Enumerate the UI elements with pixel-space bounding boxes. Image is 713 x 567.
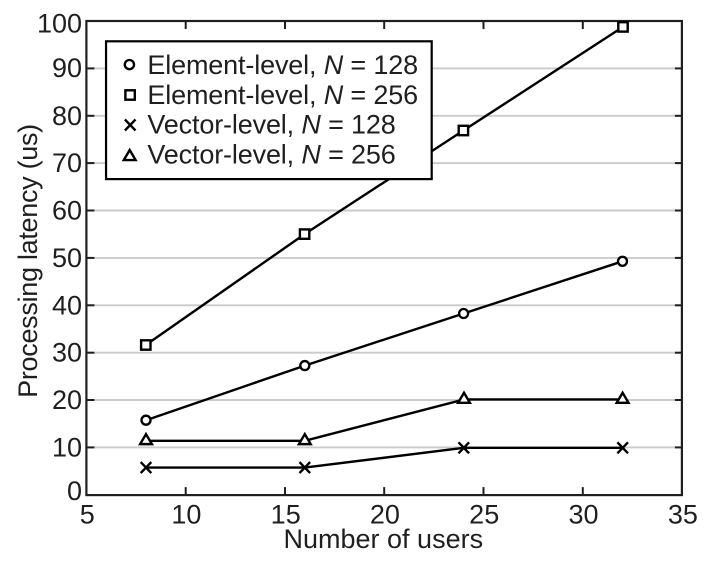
svg-text:60: 60 xyxy=(52,196,82,226)
svg-text:10: 10 xyxy=(52,432,82,462)
svg-text:30: 30 xyxy=(52,338,82,368)
svg-text:100: 100 xyxy=(37,8,82,38)
svg-text:Number of users: Number of users xyxy=(284,524,484,554)
svg-text:40: 40 xyxy=(52,290,82,320)
svg-text:35: 35 xyxy=(668,499,698,529)
svg-text:30: 30 xyxy=(568,499,598,529)
svg-text:5: 5 xyxy=(80,499,95,529)
svg-text:Vector-level, N = 128: Vector-level, N = 128 xyxy=(147,110,395,140)
svg-text:0: 0 xyxy=(67,476,82,506)
svg-text:20: 20 xyxy=(370,499,400,529)
svg-text:25: 25 xyxy=(469,499,499,529)
svg-text:80: 80 xyxy=(52,101,82,131)
svg-text:15: 15 xyxy=(271,499,301,529)
svg-text:70: 70 xyxy=(52,148,82,178)
svg-text:50: 50 xyxy=(52,243,82,273)
svg-text:20: 20 xyxy=(52,385,82,415)
svg-text:10: 10 xyxy=(171,499,201,529)
svg-text:Element-level, N = 128: Element-level, N = 128 xyxy=(147,50,418,80)
svg-text:Element-level, N = 256: Element-level, N = 256 xyxy=(147,80,418,110)
svg-text:90: 90 xyxy=(52,53,82,83)
svg-text:Vector-level, N = 256: Vector-level, N = 256 xyxy=(147,140,395,170)
svg-text:Processing latency (us): Processing latency (us) xyxy=(13,124,43,398)
